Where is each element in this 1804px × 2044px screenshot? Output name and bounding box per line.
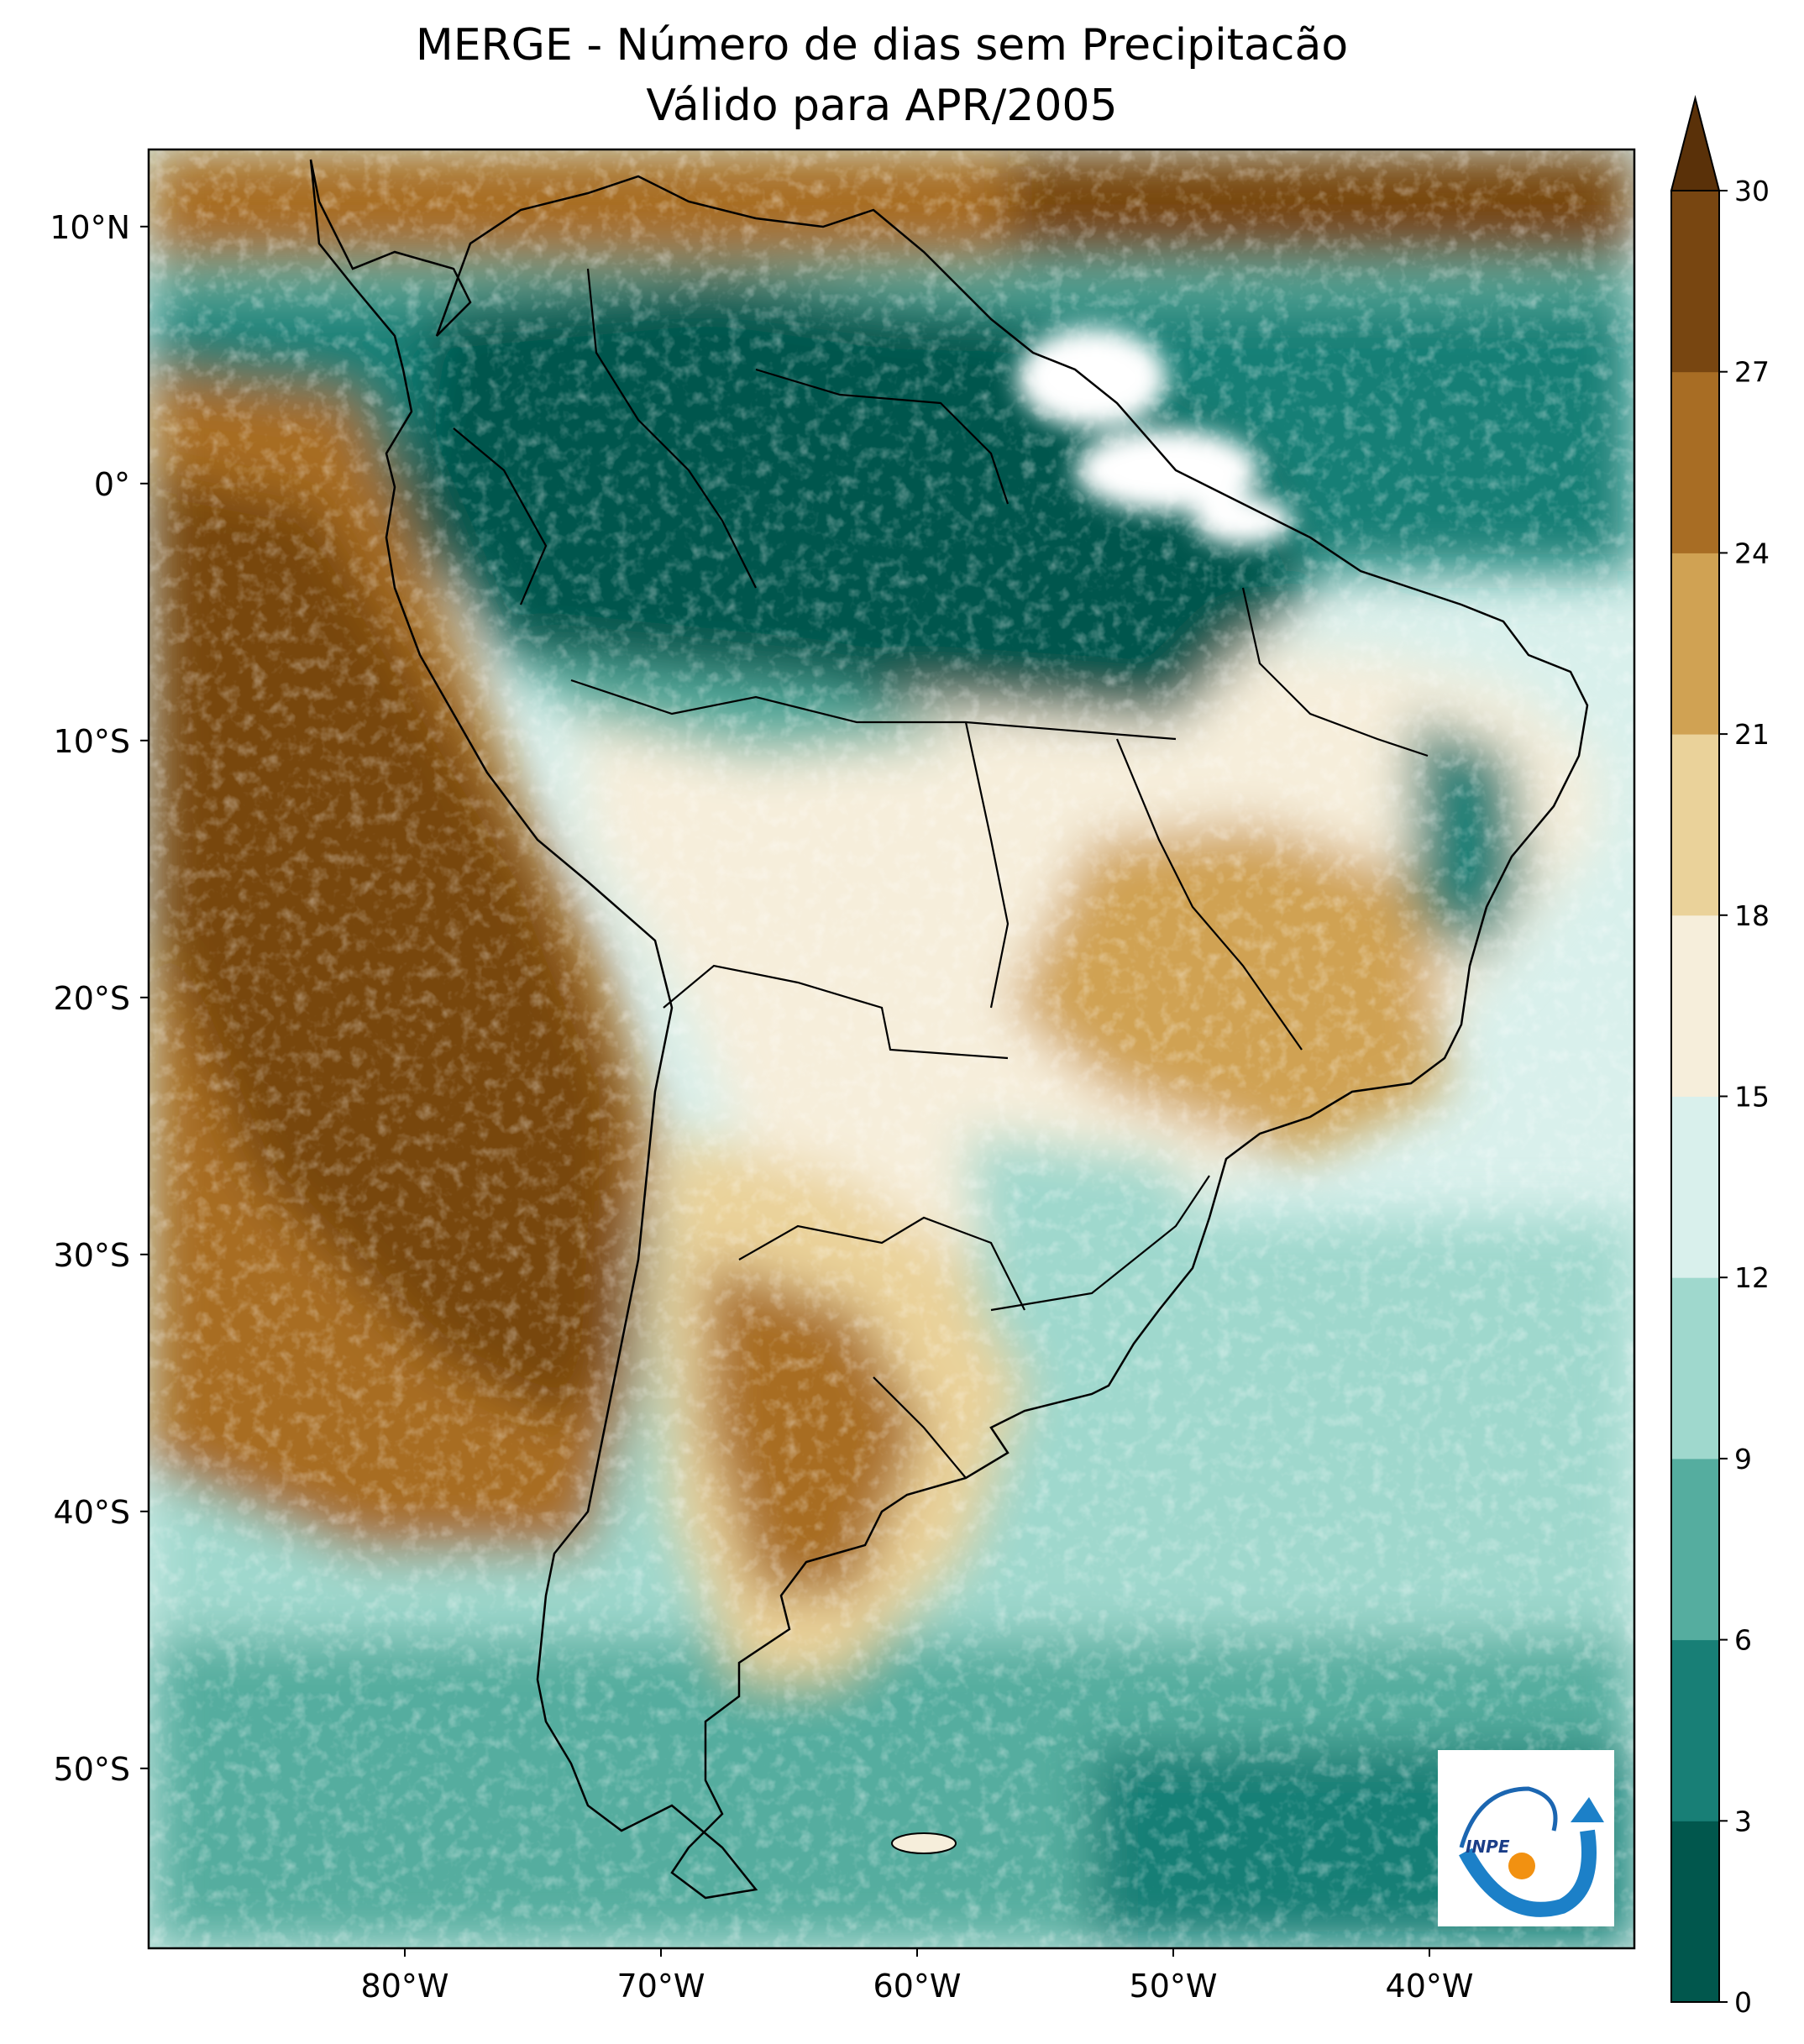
logo-text: INPE [1466,1837,1510,1857]
no-data-patches [1016,328,1293,546]
colorbar: 0 3 6 9 12 15 18 21 24 27 30 [1670,95,1770,2019]
colorbar-segment [1671,1277,1719,1460]
lon-tick-label: 50°W [1130,1968,1218,2005]
lat-tick-label: 30°S [54,1237,130,1274]
latitude-axis: 10°N 0° 10°S 20°S 30°S 40°S 50°S [50,209,149,1788]
colorbar-tick-label: 15 [1734,1081,1770,1114]
lat-tick-label: 0° [94,466,130,503]
lon-tick-label: 70°W [617,1968,705,2005]
lon-tick-label: 80°W [361,1968,449,2005]
colorbar-segment [1671,734,1719,916]
map-frame [147,148,1636,1950]
country-borders [453,268,1429,1479]
lat-tick-label: 50°S [54,1751,130,1788]
colorbar-segment [1671,915,1719,1097]
colorbar-tick-label: 21 [1734,718,1770,751]
colorbar-tick-label: 0 [1734,1986,1752,2019]
colorbar-tick-label: 9 [1734,1443,1752,1475]
map-title: MERGE - Número de dias sem Precipitacão [415,20,1349,71]
colorbar-segment [1671,1096,1719,1278]
lon-tick-label: 60°W [873,1968,962,2005]
colorbar-tick-label: 12 [1734,1261,1770,1294]
coastline [309,159,1589,1900]
falklands [891,1832,957,1854]
colorbar-tick-label: 6 [1734,1624,1752,1657]
lat-tick-label: 10°N [50,209,130,246]
lat-tick-label: 40°S [54,1494,130,1531]
colorbar-tick-label: 30 [1734,175,1770,207]
inpe-logo: INPE [1438,1750,1614,1926]
colorbar-segment [1671,553,1719,735]
colorbar-tick-label: 18 [1734,899,1770,932]
colorbar-segment [1671,1639,1719,1821]
colorbar-segment [1671,1821,1719,2003]
colorbar-extend-arrow [1670,95,1721,191]
longitude-axis: 80°W 70°W 60°W 50°W 40°W [361,1948,1474,2005]
map-panel [149,149,1634,1948]
lat-tick-label: 10°S [54,723,130,760]
colorbar-segment [1671,371,1719,553]
lon-tick-label: 40°W [1386,1968,1474,2005]
colorbar-tick-label: 24 [1734,537,1770,569]
colorbar-segment [1671,1458,1719,1641]
colorbar-tick-label: 3 [1734,1805,1752,1837]
map-subtitle: Válido para APR/2005 [646,81,1118,131]
colorbar-segment [1671,191,1719,373]
colorbar-tick-label: 27 [1734,356,1770,389]
lat-tick-label: 20°S [54,980,130,1017]
